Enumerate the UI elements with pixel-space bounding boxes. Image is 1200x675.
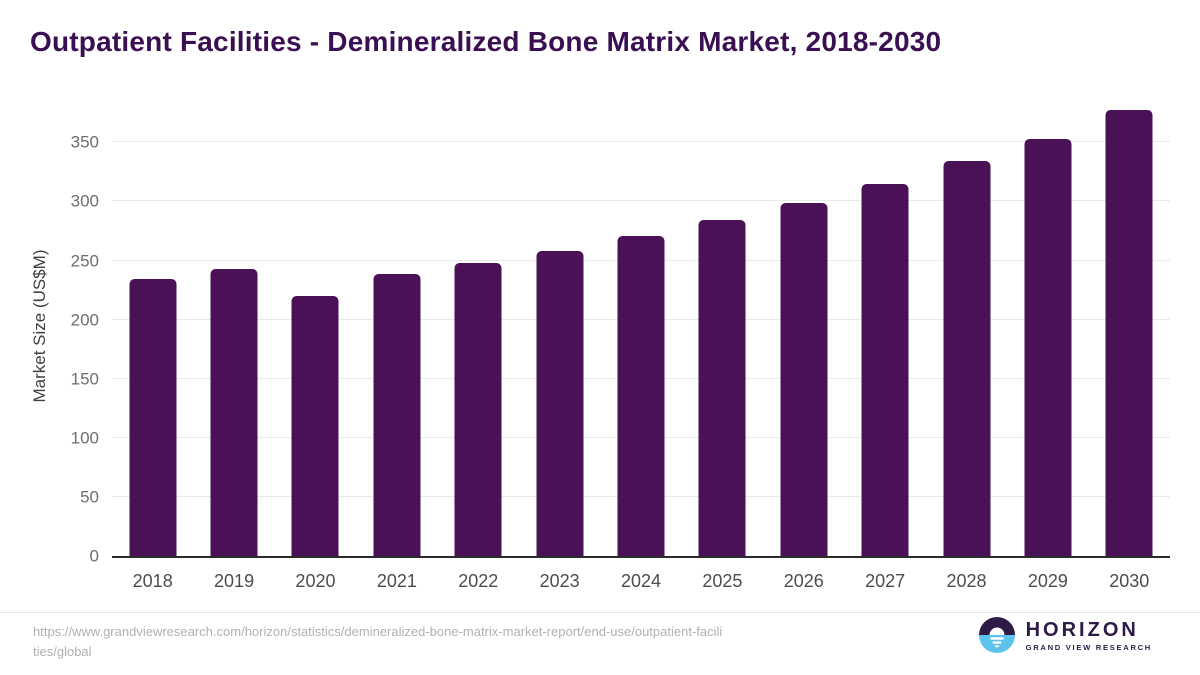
y-tick-label-100: 100 bbox=[70, 428, 99, 448]
bar-2023 bbox=[536, 251, 584, 556]
y-tick-label-200: 200 bbox=[70, 310, 99, 330]
bar-2022 bbox=[454, 262, 502, 556]
bar-2025 bbox=[698, 220, 746, 556]
bar-2018 bbox=[129, 279, 177, 556]
horizon-logo: HORIZON GRAND VIEW RESEARCH bbox=[978, 616, 1152, 654]
y-axis-title: Market Size (US$M) bbox=[30, 249, 49, 403]
x-tick-label-2029: 2029 bbox=[1027, 571, 1068, 591]
bar-2029 bbox=[1024, 138, 1072, 556]
gridline-350 bbox=[112, 141, 1170, 143]
y-tick-label-0: 0 bbox=[89, 546, 99, 566]
y-tick-label-50: 50 bbox=[80, 487, 99, 507]
x-tick-label-2019: 2019 bbox=[214, 571, 255, 591]
bar-2026 bbox=[780, 202, 828, 556]
bar-2027 bbox=[861, 183, 909, 556]
bar-2030 bbox=[1105, 110, 1153, 556]
x-tick-label-2030: 2030 bbox=[1109, 571, 1150, 591]
bar-2020 bbox=[291, 295, 339, 556]
x-tick-label-2020: 2020 bbox=[295, 571, 336, 591]
logo-brand: HORIZON bbox=[1025, 618, 1139, 641]
logo-text: HORIZON GRAND VIEW RESEARCH bbox=[1026, 619, 1152, 652]
chart-title: Outpatient Facilities - Demineralized Bo… bbox=[30, 26, 942, 57]
y-tick-label-250: 250 bbox=[70, 251, 99, 270]
x-tick-label-2025: 2025 bbox=[702, 571, 743, 591]
gridline-300 bbox=[112, 200, 1170, 202]
logo-subbrand: GRAND VIEW RESEARCH bbox=[1025, 642, 1152, 652]
x-tick-label-2026: 2026 bbox=[783, 571, 824, 591]
bar-2019 bbox=[210, 268, 258, 556]
bar-2028 bbox=[943, 161, 991, 556]
y-tick-label-300: 300 bbox=[70, 191, 99, 211]
bar-2021 bbox=[373, 273, 421, 556]
footer-divider bbox=[0, 612, 1200, 613]
y-tick-label-350: 350 bbox=[70, 132, 99, 152]
y-tick-label-150: 150 bbox=[70, 369, 99, 389]
source-url: https://www.grandviewresearch.com/horizo… bbox=[33, 624, 723, 660]
x-tick-label-2028: 2028 bbox=[946, 571, 987, 591]
horizon-logo-icon bbox=[978, 617, 1015, 653]
x-tick-label-2023: 2023 bbox=[539, 571, 580, 591]
bar-2024 bbox=[617, 235, 665, 556]
x-tick-label-2021: 2021 bbox=[376, 571, 417, 591]
x-tick-label-2024: 2024 bbox=[620, 571, 662, 591]
x-tick-label-2027: 2027 bbox=[865, 571, 906, 591]
x-tick-label-2022: 2022 bbox=[458, 571, 499, 591]
x-tick-label-2018: 2018 bbox=[132, 571, 173, 591]
plot-area: 0 50 100 150 200 250 300 350 2018 2019 2020 2021 202… bbox=[71, 95, 1170, 590]
